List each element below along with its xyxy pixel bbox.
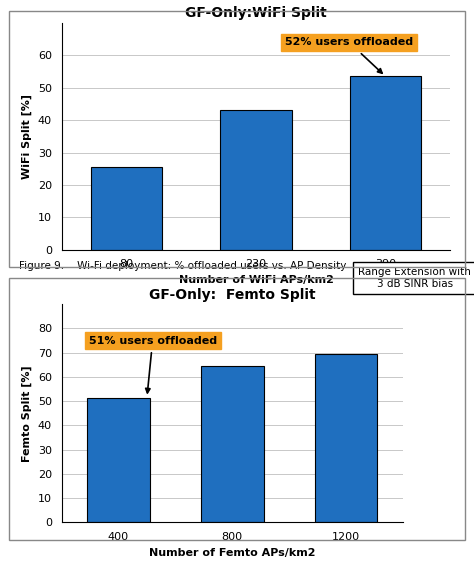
Text: 52% users offloaded: 52% users offloaded bbox=[285, 37, 413, 73]
Bar bbox=[201, 366, 264, 522]
Bar bbox=[220, 110, 292, 250]
X-axis label: Number of WiFi APs/km2: Number of WiFi APs/km2 bbox=[179, 275, 333, 285]
Text: Range Extension with
3 dB SINR bias: Range Extension with 3 dB SINR bias bbox=[358, 267, 471, 289]
Bar bbox=[91, 167, 162, 250]
Bar bbox=[315, 354, 377, 522]
Title: GF-Only:  Femto Split: GF-Only: Femto Split bbox=[149, 288, 316, 302]
Text: 51% users offloaded: 51% users offloaded bbox=[89, 336, 217, 393]
Y-axis label: WiFi Split [%]: WiFi Split [%] bbox=[22, 94, 32, 179]
Y-axis label: Femto Split [%]: Femto Split [%] bbox=[22, 365, 32, 461]
Bar bbox=[350, 76, 421, 250]
X-axis label: Number of Femto APs/km2: Number of Femto APs/km2 bbox=[149, 548, 316, 557]
Text: Figure 9.    Wi-Fi deployment: % offloaded users vs. AP Density: Figure 9. Wi-Fi deployment: % offloaded … bbox=[19, 261, 346, 271]
Bar bbox=[87, 398, 150, 522]
Title: GF-Only:WiFi Split: GF-Only:WiFi Split bbox=[185, 6, 327, 21]
